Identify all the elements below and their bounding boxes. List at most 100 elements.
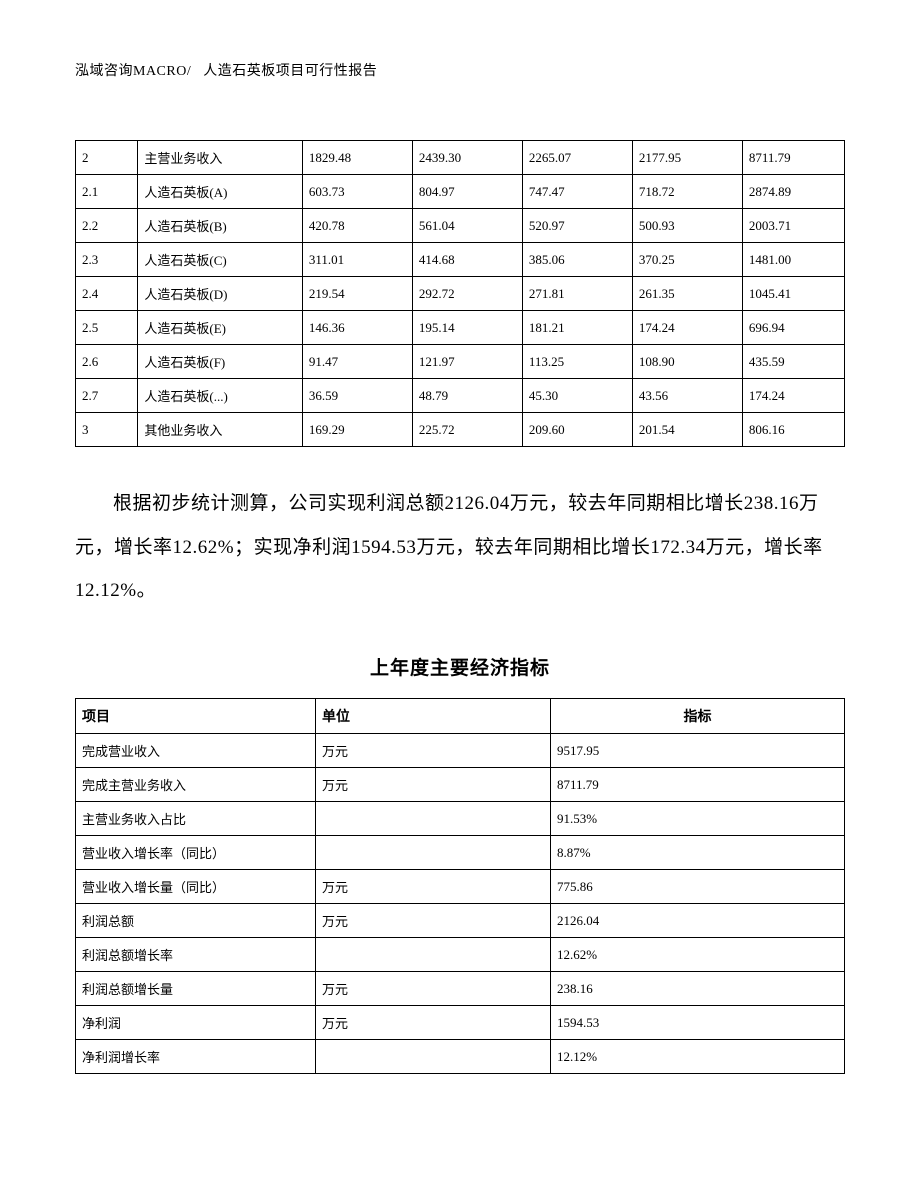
cell-v5: 435.59 bbox=[742, 345, 844, 379]
header-value: 指标 bbox=[551, 699, 845, 734]
cell-v2: 414.68 bbox=[412, 243, 522, 277]
cell-v4: 500.93 bbox=[632, 209, 742, 243]
revenue-table-body: 2主营业务收入1829.482439.302265.072177.958711.… bbox=[76, 141, 845, 447]
cell-value: 1594.53 bbox=[551, 1006, 845, 1040]
cell-v5: 2003.71 bbox=[742, 209, 844, 243]
cell-item: 营业收入增长量（同比） bbox=[76, 870, 316, 904]
cell-unit: 万元 bbox=[316, 768, 551, 802]
cell-value: 9517.95 bbox=[551, 734, 845, 768]
header-right: 人造石英板项目可行性报告 bbox=[203, 64, 377, 79]
table-row: 净利润万元1594.53 bbox=[76, 1006, 845, 1040]
cell-v1: 603.73 bbox=[302, 175, 412, 209]
table-row: 2.7人造石英板(...)36.5948.7945.3043.56174.24 bbox=[76, 379, 845, 413]
table-row: 3其他业务收入169.29225.72209.60201.54806.16 bbox=[76, 413, 845, 447]
cell-v4: 43.56 bbox=[632, 379, 742, 413]
table-row: 利润总额万元2126.04 bbox=[76, 904, 845, 938]
table-row: 营业收入增长率（同比）8.87% bbox=[76, 836, 845, 870]
cell-name: 人造石英板(...) bbox=[138, 379, 302, 413]
cell-v5: 806.16 bbox=[742, 413, 844, 447]
table-row: 2.3人造石英板(C)311.01414.68385.06370.251481.… bbox=[76, 243, 845, 277]
cell-name: 人造石英板(A) bbox=[138, 175, 302, 209]
header-unit: 单位 bbox=[316, 699, 551, 734]
table-row: 2.2人造石英板(B)420.78561.04520.97500.932003.… bbox=[76, 209, 845, 243]
cell-v3: 181.21 bbox=[522, 311, 632, 345]
cell-idx: 2.1 bbox=[76, 175, 138, 209]
cell-v4: 370.25 bbox=[632, 243, 742, 277]
cell-v3: 113.25 bbox=[522, 345, 632, 379]
cell-idx: 2.3 bbox=[76, 243, 138, 277]
table-row: 完成营业收入万元9517.95 bbox=[76, 734, 845, 768]
table-row: 净利润增长率12.12% bbox=[76, 1040, 845, 1074]
cell-unit: 万元 bbox=[316, 734, 551, 768]
indicators-table-head: 项目 单位 指标 bbox=[76, 699, 845, 734]
cell-unit bbox=[316, 938, 551, 972]
table-row: 2.5人造石英板(E)146.36195.14181.21174.24696.9… bbox=[76, 311, 845, 345]
revenue-table: 2主营业务收入1829.482439.302265.072177.958711.… bbox=[75, 140, 845, 447]
cell-item: 利润总额 bbox=[76, 904, 316, 938]
cell-name: 人造石英板(E) bbox=[138, 311, 302, 345]
cell-name: 其他业务收入 bbox=[138, 413, 302, 447]
cell-v3: 271.81 bbox=[522, 277, 632, 311]
cell-value: 8.87% bbox=[551, 836, 845, 870]
cell-name: 人造石英板(F) bbox=[138, 345, 302, 379]
cell-name: 主营业务收入 bbox=[138, 141, 302, 175]
cell-value: 775.86 bbox=[551, 870, 845, 904]
table-row: 利润总额增长量万元238.16 bbox=[76, 972, 845, 1006]
cell-value: 2126.04 bbox=[551, 904, 845, 938]
analysis-paragraph: 根据初步统计测算，公司实现利润总额2126.04万元，较去年同期相比增长238.… bbox=[75, 482, 845, 613]
cell-v1: 311.01 bbox=[302, 243, 412, 277]
indicators-table: 项目 单位 指标 完成营业收入万元9517.95完成主营业务收入万元8711.7… bbox=[75, 698, 845, 1074]
cell-v5: 1481.00 bbox=[742, 243, 844, 277]
cell-name: 人造石英板(B) bbox=[138, 209, 302, 243]
cell-v1: 1829.48 bbox=[302, 141, 412, 175]
indicators-table-body: 完成营业收入万元9517.95完成主营业务收入万元8711.79主营业务收入占比… bbox=[76, 734, 845, 1074]
cell-idx: 2 bbox=[76, 141, 138, 175]
table-row: 2.6人造石英板(F)91.47121.97113.25108.90435.59 bbox=[76, 345, 845, 379]
cell-v4: 2177.95 bbox=[632, 141, 742, 175]
cell-v4: 174.24 bbox=[632, 311, 742, 345]
table-row: 2主营业务收入1829.482439.302265.072177.958711.… bbox=[76, 141, 845, 175]
cell-v3: 209.60 bbox=[522, 413, 632, 447]
header-left: 泓域咨询MACRO/ bbox=[75, 64, 191, 79]
cell-v4: 201.54 bbox=[632, 413, 742, 447]
cell-unit bbox=[316, 802, 551, 836]
cell-v3: 520.97 bbox=[522, 209, 632, 243]
cell-value: 12.62% bbox=[551, 938, 845, 972]
cell-name: 人造石英板(D) bbox=[138, 277, 302, 311]
cell-v4: 718.72 bbox=[632, 175, 742, 209]
cell-v3: 385.06 bbox=[522, 243, 632, 277]
cell-v2: 195.14 bbox=[412, 311, 522, 345]
cell-v5: 8711.79 bbox=[742, 141, 844, 175]
cell-unit bbox=[316, 836, 551, 870]
cell-v2: 292.72 bbox=[412, 277, 522, 311]
cell-item: 主营业务收入占比 bbox=[76, 802, 316, 836]
cell-v2: 48.79 bbox=[412, 379, 522, 413]
table-row: 2.4人造石英板(D)219.54292.72271.81261.351045.… bbox=[76, 277, 845, 311]
table-row: 主营业务收入占比91.53% bbox=[76, 802, 845, 836]
cell-v2: 2439.30 bbox=[412, 141, 522, 175]
cell-idx: 2.7 bbox=[76, 379, 138, 413]
cell-v5: 2874.89 bbox=[742, 175, 844, 209]
cell-unit: 万元 bbox=[316, 870, 551, 904]
cell-v3: 747.47 bbox=[522, 175, 632, 209]
cell-v1: 146.36 bbox=[302, 311, 412, 345]
cell-idx: 3 bbox=[76, 413, 138, 447]
cell-v2: 561.04 bbox=[412, 209, 522, 243]
table-row: 利润总额增长率 12.62% bbox=[76, 938, 845, 972]
header-item: 项目 bbox=[76, 699, 316, 734]
cell-name: 人造石英板(C) bbox=[138, 243, 302, 277]
cell-value: 238.16 bbox=[551, 972, 845, 1006]
cell-value: 8711.79 bbox=[551, 768, 845, 802]
cell-v5: 174.24 bbox=[742, 379, 844, 413]
cell-idx: 2.5 bbox=[76, 311, 138, 345]
cell-v1: 219.54 bbox=[302, 277, 412, 311]
cell-item: 完成主营业务收入 bbox=[76, 768, 316, 802]
cell-item: 完成营业收入 bbox=[76, 734, 316, 768]
cell-item: 利润总额增长率 bbox=[76, 938, 316, 972]
cell-unit bbox=[316, 1040, 551, 1074]
cell-v4: 261.35 bbox=[632, 277, 742, 311]
cell-v4: 108.90 bbox=[632, 345, 742, 379]
table-row: 营业收入增长量（同比）万元775.86 bbox=[76, 870, 845, 904]
cell-v5: 1045.41 bbox=[742, 277, 844, 311]
cell-v2: 225.72 bbox=[412, 413, 522, 447]
